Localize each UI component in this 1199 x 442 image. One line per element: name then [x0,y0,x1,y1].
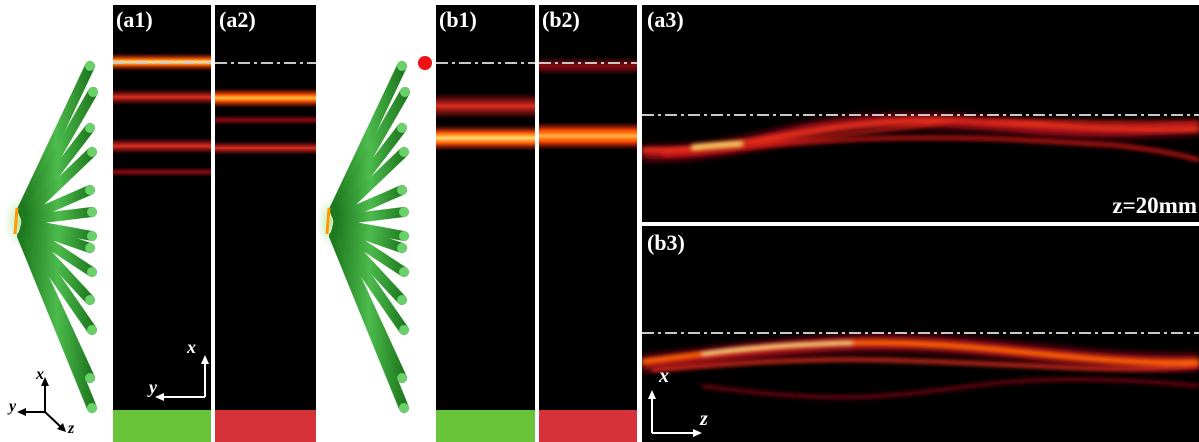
panel-b3: (b3) x z [642,226,1199,442]
beam-a2-3 [215,141,316,155]
a1-x-axis-label: x [187,337,196,357]
beam-a2-2 [215,115,316,125]
beam-b2-2 [539,122,637,150]
distance-label: z=20mm [1112,193,1197,218]
beam-a3-2 [661,135,1199,162]
triad-z-label: z [68,420,75,437]
b3-z-axis-label: z [700,408,708,430]
beam-b2-1 [539,57,637,75]
red-bar-a2 [215,410,316,442]
beam-a2-1 [215,88,316,108]
red-marker-dot [418,56,432,70]
beam-b1-1 [436,93,535,119]
panel-b2: (b2) [539,5,637,442]
panel-a3: (a3) z=20mm [642,5,1199,222]
panel-label-a2: (a2) [219,7,256,32]
beam-a1-3 [113,138,211,154]
panel-label-b3: (b3) [647,230,685,255]
panel-label-a1: (a1) [116,7,153,32]
triad-x-label: x [36,366,44,383]
beam-a3-3 [701,119,1199,151]
waveguide-array-b [316,61,410,413]
panel-b1: (b1) [436,5,535,442]
beam-a3-hot [691,140,743,150]
panel-label-b1: (b1) [439,7,477,32]
green-bar-a1 [113,410,211,442]
green-bar-b1 [436,410,535,442]
xyz-axis-triad [17,377,66,432]
red-bar-b2 [539,410,637,442]
beam-b3-3 [701,377,1199,399]
a1-y-axis-label: y [149,377,157,397]
beam-a1-2 [113,89,211,105]
panel-label-b2: (b2) [542,7,580,32]
beam-a1-4 [113,167,211,177]
panel-a2: (a2) [215,5,316,442]
beam-b3-2 [651,357,1199,372]
panel-label-a3: (a3) [647,7,684,32]
b3-x-axis-label: x [659,365,669,387]
beam-b1-2 [436,125,535,151]
panel-a1: (a1) x y [113,5,211,442]
beam-b3-hot [701,341,853,356]
waveguide-array-a [4,61,98,413]
triad-y-label: y [9,398,17,415]
